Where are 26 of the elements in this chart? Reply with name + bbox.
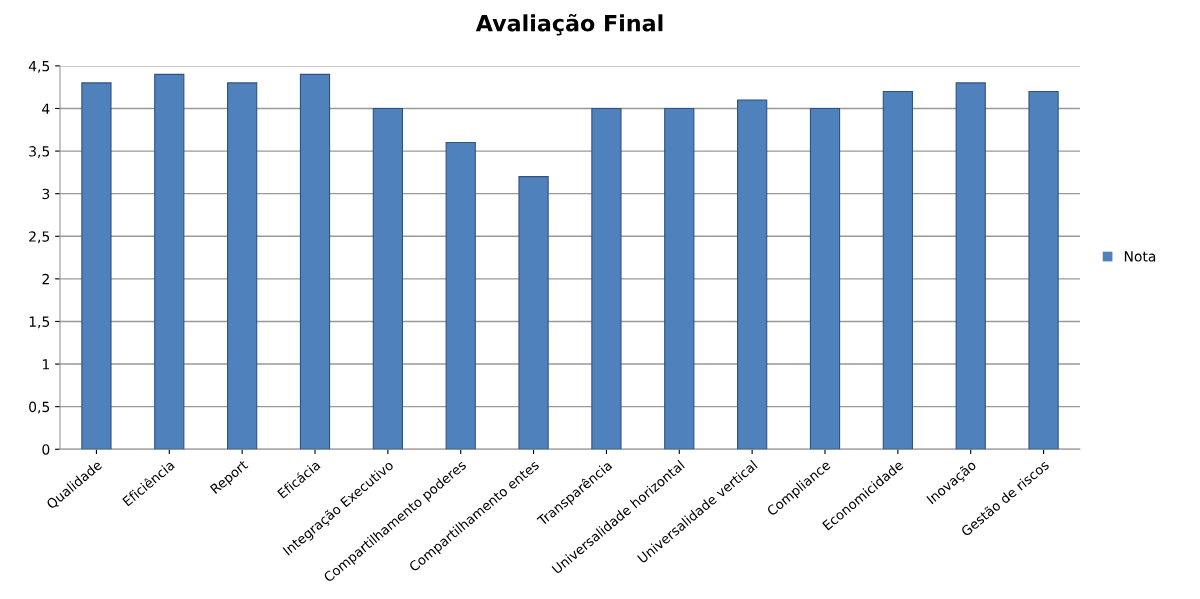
bar <box>664 107 695 450</box>
bar <box>154 73 185 450</box>
legend-label: Nota <box>1124 251 1156 262</box>
y-tick-label: 4,5 <box>28 61 50 73</box>
bar <box>737 99 768 450</box>
bar <box>809 107 841 450</box>
y-tick-label: 0,5 <box>29 401 50 414</box>
bar <box>81 82 112 450</box>
bar <box>372 107 403 450</box>
y-tick-label: 3,5 <box>29 146 50 158</box>
bar <box>445 142 476 450</box>
bar <box>518 176 549 450</box>
y-tick-label: 2,5 <box>29 231 50 244</box>
bar <box>227 82 258 450</box>
bar <box>299 73 331 450</box>
y-tick-label: 4 <box>42 103 50 114</box>
bar <box>591 107 622 450</box>
y-tick-label: 1 <box>42 359 49 370</box>
y-tick-label: 2 <box>42 273 49 285</box>
y-tick-label: 0 <box>42 444 50 455</box>
bar <box>882 90 913 450</box>
y-tick-label: 3 <box>42 188 50 200</box>
chart-title: Avaliação Final <box>475 13 663 36</box>
bar <box>1028 90 1059 450</box>
bar <box>955 82 986 450</box>
y-tick-label: 1,5 <box>29 316 50 329</box>
